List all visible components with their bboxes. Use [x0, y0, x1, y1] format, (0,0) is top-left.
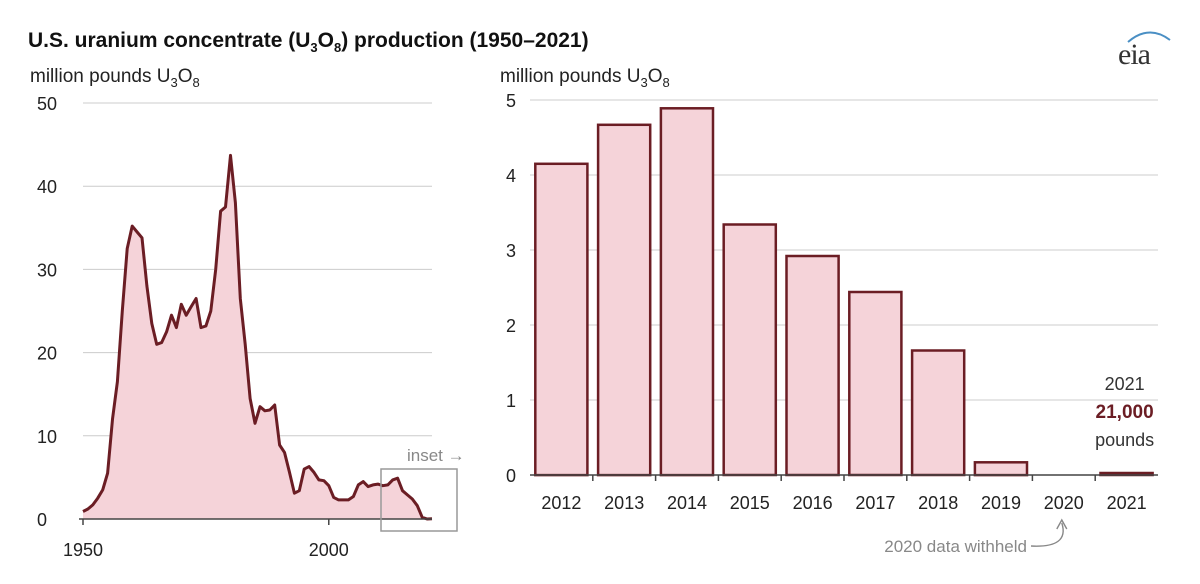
withheld-arrow-head-icon [1056, 518, 1068, 530]
inset-label: inset → [407, 446, 465, 465]
area-x-tick-label: 1950 [63, 540, 103, 560]
bar-2016 [785, 254, 840, 477]
bar-x-tick-label: 2012 [541, 493, 581, 513]
inset-box [380, 468, 458, 532]
withheld-note: 2020 data withheld [884, 537, 1027, 556]
bar-2014 [659, 107, 715, 477]
bar-2018 [910, 349, 966, 477]
bar-x-tick-label: 2016 [793, 493, 833, 513]
bar-y-tick-label: 4 [506, 166, 516, 186]
bar-x-tick-label: 2014 [667, 493, 707, 513]
bar-2019 [973, 461, 1029, 477]
area-y-tick-label: 0 [37, 510, 47, 530]
chart-title: U.S. uranium concentrate (U3O8) producti… [28, 29, 589, 56]
bar-y-tick-label: 2 [506, 316, 516, 336]
bar-x-tick-label: 2015 [730, 493, 770, 513]
area-y-tick-label: 30 [37, 260, 57, 280]
area-y-tick-label: 50 [37, 94, 57, 114]
area-y-axis-label: million pounds U3O8 [30, 66, 200, 90]
bar-y-tick-label: 3 [506, 241, 516, 261]
bar-y-tick-label: 0 [506, 466, 516, 486]
callout-unit: pounds [1095, 430, 1154, 450]
bar-x-tick-label: 2019 [981, 493, 1021, 513]
bar-2013 [596, 123, 652, 477]
bar-y-tick-label: 1 [506, 391, 516, 411]
bar-y-axis-label: million pounds U3O8 [500, 66, 670, 90]
area-series-fill [83, 155, 432, 519]
bar-x-tick-label: 2017 [855, 493, 895, 513]
bar-2017 [848, 290, 903, 477]
bar-2012 [534, 162, 589, 477]
bar-2015 [722, 223, 778, 477]
bar-y-tick-label: 5 [506, 91, 516, 111]
bar-x-tick-label: 2013 [604, 493, 644, 513]
area-y-tick-label: 10 [37, 427, 57, 447]
bar-x-tick-label: 2021 [1107, 493, 1147, 513]
callout-year: 2021 [1105, 374, 1145, 394]
area-series-line [82, 153, 433, 521]
bar-x-tick-label: 2020 [1044, 493, 1084, 513]
eia-logo-arc-icon [1127, 31, 1171, 43]
eia-logo: eia [1118, 38, 1151, 71]
area-x-tick-label: 2000 [309, 540, 349, 560]
bar-x-tick-label: 2018 [918, 493, 958, 513]
withheld-arrow [1030, 522, 1064, 547]
callout-amount: 21,000 [1096, 402, 1154, 423]
area-y-tick-label: 40 [37, 177, 57, 197]
area-y-tick-label: 20 [37, 344, 57, 364]
